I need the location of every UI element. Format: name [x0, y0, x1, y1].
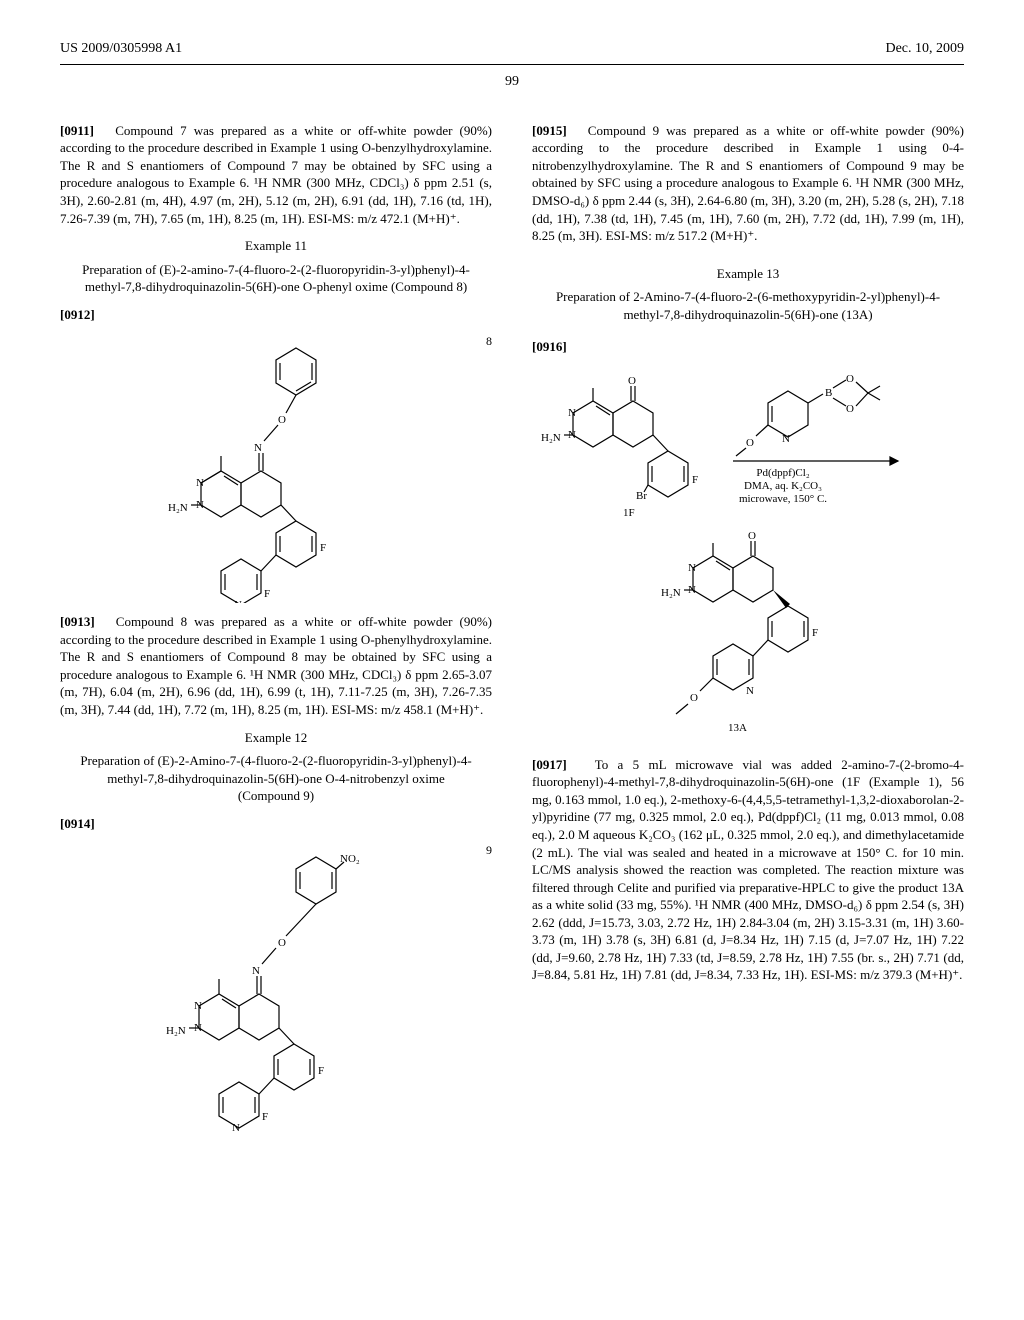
svg-text:F: F: [692, 474, 698, 486]
svg-text:N: N: [568, 407, 576, 419]
svg-text:N: N: [252, 965, 260, 977]
svg-text:H₂N: H₂N: [541, 432, 561, 444]
svg-text:O: O: [278, 937, 286, 949]
para-num: [0912]: [60, 307, 95, 322]
svg-text:O: O: [690, 692, 698, 704]
svg-text:Br: Br: [636, 490, 647, 502]
paragraph-0912: [0912]: [60, 306, 492, 324]
svg-text:F: F: [812, 627, 818, 639]
publication-date: Dec. 10, 2009: [885, 40, 964, 59]
paragraph-0911: [0911] Compound 7 was prepared as a whit…: [60, 122, 492, 227]
svg-text:B: B: [825, 387, 832, 399]
structure-scheme-13: O N N H₂N: [532, 366, 964, 746]
svg-text:N: N: [746, 685, 754, 697]
example-11-label: Example 11: [60, 237, 492, 255]
svg-text:O: O: [846, 373, 854, 385]
left-column: [0911] Compound 7 was prepared as a whit…: [60, 122, 492, 1152]
paragraph-0917: [0917] To a 5 mL microwave vial was adde…: [532, 756, 964, 984]
para-text: To a 5 mL microwave vial was added 2-ami…: [532, 757, 964, 983]
svg-text:DMA, aq. K₂CO₃: DMA, aq. K₂CO₃: [744, 480, 822, 492]
svg-text:F: F: [318, 1065, 324, 1077]
svg-text:Pd(dppf)Cl₂: Pd(dppf)Cl₂: [756, 467, 810, 479]
example-13-label: Example 13: [532, 265, 964, 283]
paragraph-0915: [0915] Compound 9 was prepared as a whit…: [532, 122, 964, 245]
publication-number: US 2009/0305998 A1: [60, 40, 182, 59]
right-column: [0915] Compound 9 was prepared as a whit…: [532, 122, 964, 1152]
svg-text:N: N: [782, 433, 790, 445]
para-num: [0914]: [60, 816, 95, 831]
svg-text:F: F: [262, 1111, 268, 1123]
para-num: [0911]: [60, 123, 94, 138]
svg-text:N: N: [232, 1122, 240, 1134]
svg-text:O: O: [278, 414, 286, 426]
paragraph-0914: [0914]: [60, 815, 492, 833]
para-num: [0913]: [60, 614, 95, 629]
svg-text:N: N: [254, 442, 262, 454]
svg-text:H₂N: H₂N: [661, 587, 681, 599]
svg-text:O: O: [628, 375, 636, 387]
example-12-title: Preparation of (E)-2-Amino-7-(4-fluoro-2…: [60, 752, 492, 805]
para-text: Compound 8 was prepared as a white or of…: [60, 614, 492, 717]
svg-text:O: O: [748, 530, 756, 542]
svg-text:microwave, 150° C.: microwave, 150° C.: [739, 493, 827, 505]
paragraph-0913: [0913] Compound 8 was prepared as a whit…: [60, 613, 492, 718]
svg-text:F: F: [320, 542, 326, 554]
svg-text:O: O: [746, 437, 754, 449]
structure-compound-9: 9 NO₂ O N: [60, 842, 492, 1142]
example-12-label: Example 12: [60, 729, 492, 747]
para-text: Compound 9 was prepared as a white or of…: [532, 123, 964, 243]
svg-text:N: N: [688, 562, 696, 574]
svg-text:F: F: [264, 588, 270, 600]
structure-label-9: 9: [486, 842, 492, 858]
svg-text:H₂N: H₂N: [166, 1025, 186, 1037]
para-text: Compound 7 was prepared as a white or of…: [60, 123, 492, 226]
example-13-title: Preparation of 2-Amino-7-(4-fluoro-2-(6-…: [532, 288, 964, 323]
scheme-prod-label: 13A: [728, 722, 747, 734]
example-11-title: Preparation of (E)-2-amino-7-(4-fluoro-2…: [60, 261, 492, 296]
para-num: [0915]: [532, 123, 567, 138]
paragraph-0916: [0916]: [532, 338, 964, 356]
structure-compound-8: 8 O N: [60, 333, 492, 603]
svg-text:N: N: [196, 477, 204, 489]
scheme-sm-label: 1F: [623, 507, 635, 519]
structure-label-8: 8: [486, 333, 492, 349]
svg-text:H₂N: H₂N: [168, 502, 188, 514]
svg-text:O: O: [846, 403, 854, 415]
para-num: [0917]: [532, 757, 567, 772]
page-number: 99: [60, 73, 964, 92]
para-num: [0916]: [532, 339, 567, 354]
svg-text:N: N: [194, 1000, 202, 1012]
svg-text:N: N: [234, 599, 242, 603]
